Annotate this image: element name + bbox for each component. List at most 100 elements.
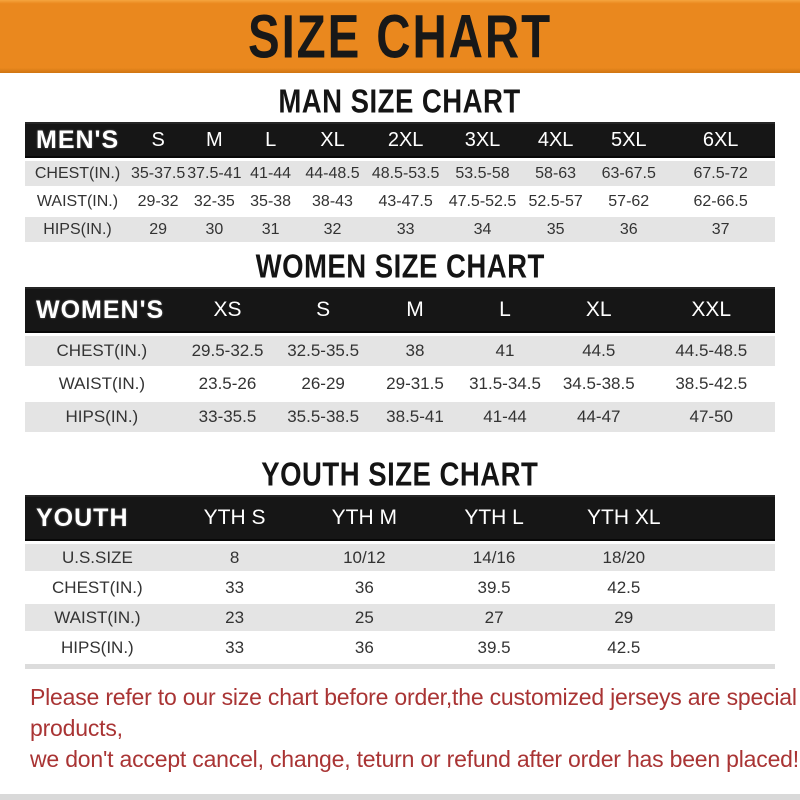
- size-value: 38.5-41: [370, 402, 460, 432]
- women-size-table: WOMEN'S XS S M L XL XXL CHEST(IN.) 29.5-…: [25, 284, 775, 435]
- size-value: 29-31.5: [370, 369, 460, 399]
- size-value: 41-44: [460, 402, 550, 432]
- men-size-table: MEN'S S M L XL 2XL 3XL 4XL 5XL 6XL CHEST…: [25, 119, 775, 245]
- size-value: 47.5-52.5: [445, 189, 520, 214]
- youth-size-table: YOUTH YTH S YTH M YTH L YTH XL U.S.SIZE …: [25, 492, 775, 664]
- size-value: 36: [299, 574, 430, 601]
- size-column-header: L: [242, 122, 299, 158]
- header-spacer: [688, 495, 775, 541]
- size-value: 37.5-41: [186, 161, 243, 186]
- size-value: 31: [242, 217, 299, 242]
- size-value: 63-67.5: [591, 161, 667, 186]
- size-value: 44-48.5: [298, 161, 367, 186]
- disclaimer-note: Please refer to our size chart before or…: [30, 682, 800, 775]
- size-value: 33: [169, 634, 300, 661]
- size-column-header: YTH M: [299, 495, 430, 541]
- size-value: 62-66.5: [666, 189, 775, 214]
- measurement-label: CHEST(IN.): [25, 336, 179, 366]
- cell-spacer: [688, 634, 775, 661]
- size-value: 43-47.5: [366, 189, 445, 214]
- size-value: 35-38: [242, 189, 299, 214]
- banner-title: SIZE CHART: [248, 2, 552, 71]
- size-value: 29-32: [130, 189, 187, 214]
- size-value: 27: [429, 604, 559, 631]
- size-value: 44-47: [550, 402, 648, 432]
- size-value: 32: [298, 217, 367, 242]
- youth-header-row: YOUTH YTH S YTH M YTH L YTH XL: [25, 495, 775, 541]
- measurement-label: WAIST(IN.): [25, 604, 170, 631]
- youth-hips-row: HIPS(IN.) 33 36 39.5 42.5: [25, 634, 775, 661]
- women-header-label: WOMEN'S: [25, 287, 179, 333]
- size-value: 57-62: [591, 189, 667, 214]
- men-section-heading: MAN SIZE CHART: [278, 83, 522, 121]
- size-value: 42.5: [558, 634, 689, 661]
- banner: SIZE CHART: [0, 0, 800, 73]
- size-value: 36: [591, 217, 667, 242]
- measurement-label: HIPS(IN.): [25, 217, 130, 242]
- size-value: 41-44: [242, 161, 299, 186]
- size-value: 47-50: [647, 402, 775, 432]
- youth-section-heading: YOUTH SIZE CHART: [261, 456, 539, 494]
- size-value: 14/16: [429, 544, 559, 571]
- women-hips-row: HIPS(IN.) 33-35.5 35.5-38.5 38.5-41 41-4…: [25, 402, 775, 432]
- size-value: 30: [186, 217, 243, 242]
- size-value: 67.5-72: [666, 161, 775, 186]
- men-chest-row: CHEST(IN.) 35-37.5 37.5-41 41-44 44-48.5…: [25, 161, 775, 186]
- size-column-header: XXL: [647, 287, 775, 333]
- size-value: 38-43: [298, 189, 367, 214]
- size-column-header: S: [276, 287, 370, 333]
- size-column-header: 2XL: [366, 122, 445, 158]
- size-value: 35-37.5: [130, 161, 187, 186]
- women-section-heading: WOMEN SIZE CHART: [255, 248, 545, 286]
- size-value: 39.5: [429, 574, 559, 601]
- size-value: 10/12: [299, 544, 430, 571]
- size-column-header: 6XL: [666, 122, 775, 158]
- measurement-label: U.S.SIZE: [25, 544, 170, 571]
- cell-spacer: [688, 574, 775, 601]
- size-value: 37: [666, 217, 775, 242]
- size-column-header: YTH S: [169, 495, 300, 541]
- size-value: 38.5-42.5: [647, 369, 775, 399]
- women-chest-row: CHEST(IN.) 29.5-32.5 32.5-35.5 38 41 44.…: [25, 336, 775, 366]
- size-value: 31.5-34.5: [460, 369, 550, 399]
- size-value: 53.5-58: [445, 161, 520, 186]
- size-column-header: 4XL: [520, 122, 592, 158]
- size-value: 32.5-35.5: [276, 336, 370, 366]
- men-hips-row: HIPS(IN.) 29 30 31 32 33 34 35 36 37: [25, 217, 775, 242]
- youth-chest-row: CHEST(IN.) 33 36 39.5 42.5: [25, 574, 775, 601]
- size-value: 35: [520, 217, 592, 242]
- measurement-label: CHEST(IN.): [25, 161, 130, 186]
- size-value: 25: [299, 604, 430, 631]
- women-waist-row: WAIST(IN.) 23.5-26 26-29 29-31.5 31.5-34…: [25, 369, 775, 399]
- size-value: 39.5: [429, 634, 559, 661]
- size-value: 34.5-38.5: [550, 369, 648, 399]
- size-value: 36: [299, 634, 430, 661]
- size-column-header: M: [370, 287, 460, 333]
- size-column-header: S: [130, 122, 187, 158]
- measurement-label: CHEST(IN.): [25, 574, 170, 601]
- men-header-label: MEN'S: [25, 122, 130, 158]
- size-column-header: L: [460, 287, 550, 333]
- size-value: 32-35: [186, 189, 243, 214]
- size-column-header: XL: [298, 122, 367, 158]
- size-column-header: YTH L: [429, 495, 559, 541]
- size-value: 29.5-32.5: [178, 336, 277, 366]
- size-value: 44.5: [550, 336, 648, 366]
- size-column-header: 3XL: [445, 122, 520, 158]
- size-value: 48.5-53.5: [366, 161, 445, 186]
- size-value: 18/20: [558, 544, 689, 571]
- size-column-header: 5XL: [591, 122, 667, 158]
- youth-ussize-row: U.S.SIZE 8 10/12 14/16 18/20: [25, 544, 775, 571]
- bottom-edge-line: [0, 794, 800, 800]
- size-column-header: XL: [550, 287, 648, 333]
- size-column-header: M: [186, 122, 243, 158]
- youth-waist-row: WAIST(IN.) 23 25 27 29: [25, 604, 775, 631]
- size-value: 52.5-57: [520, 189, 592, 214]
- disclaimer-line-2: we don't accept cancel, change, teturn o…: [30, 746, 799, 772]
- size-value: 23.5-26: [178, 369, 277, 399]
- size-value: 42.5: [558, 574, 689, 601]
- measurement-label: HIPS(IN.): [25, 634, 170, 661]
- size-value: 38: [370, 336, 460, 366]
- size-value: 33-35.5: [178, 402, 277, 432]
